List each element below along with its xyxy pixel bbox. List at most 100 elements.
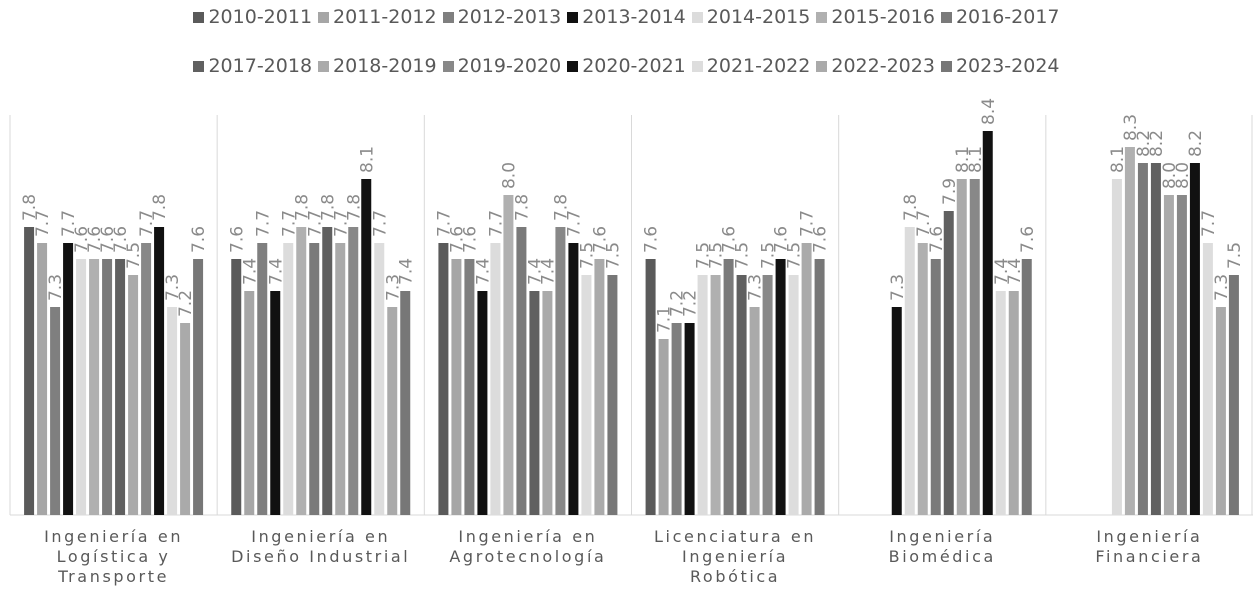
legend-label: 2011-2012 xyxy=(333,6,437,28)
data-label: 7.1 xyxy=(655,306,675,333)
bar xyxy=(904,227,915,515)
legend-swatch xyxy=(193,11,205,23)
bar xyxy=(1176,195,1187,515)
legend-item: 2015-2016 xyxy=(816,6,935,28)
data-label: 8.1 xyxy=(1108,146,1128,173)
bar xyxy=(1111,179,1122,515)
bar xyxy=(568,243,579,515)
data-label: 7.6 xyxy=(772,226,792,253)
data-label: 7.6 xyxy=(927,226,947,253)
data-label: 7.5 xyxy=(124,242,144,269)
bar xyxy=(658,339,669,515)
data-label: 7.7 xyxy=(798,210,818,237)
data-label: 7.8 xyxy=(20,194,40,221)
bar xyxy=(193,259,204,515)
data-label: 7.6 xyxy=(85,226,105,253)
data-label: 7.5 xyxy=(1225,242,1245,269)
bar xyxy=(1163,195,1174,515)
legend-item: 2013-2014 xyxy=(567,6,686,28)
data-label: 7.6 xyxy=(460,226,480,253)
legend: 2010-2011 2011-2012 2012-2013 2013-2014 2014… xyxy=(0,6,1253,28)
bar xyxy=(387,307,398,515)
data-label: 8.3 xyxy=(1121,114,1141,141)
data-label: 7.4 xyxy=(525,258,545,285)
bar xyxy=(154,227,165,515)
legend-item: 2021-2022 xyxy=(691,55,810,77)
bar xyxy=(943,211,954,515)
data-label: 8.4 xyxy=(979,98,999,125)
bar xyxy=(231,259,242,515)
data-label: 7.3 xyxy=(383,274,403,301)
data-label: 7.7 xyxy=(305,210,325,237)
data-label: 7.7 xyxy=(564,210,584,237)
data-label: 7.7 xyxy=(486,210,506,237)
bar xyxy=(477,291,488,515)
legend-item: 2020-2021 xyxy=(567,55,686,77)
data-label: 7.6 xyxy=(189,226,209,253)
legend-label: 2014-2015 xyxy=(706,6,811,28)
data-label: 7.8 xyxy=(318,194,338,221)
data-label: 8.1 xyxy=(357,146,377,173)
data-label: 7.5 xyxy=(577,242,597,269)
data-label: 7.3 xyxy=(746,274,766,301)
legend-label: 2016-2017 xyxy=(955,6,1060,28)
bar xyxy=(76,259,87,515)
data-label: 7.3 xyxy=(46,274,66,301)
legend-label: 2012-2013 xyxy=(457,6,562,28)
bar xyxy=(102,259,113,515)
bar xyxy=(723,259,734,515)
bar xyxy=(1137,163,1148,515)
bar xyxy=(762,275,773,515)
bar xyxy=(50,307,61,515)
legend-swatch xyxy=(816,60,828,72)
data-label: 7.8 xyxy=(512,194,532,221)
bar xyxy=(1124,147,1135,515)
bar xyxy=(128,275,139,515)
legend-label: 2023-2024 xyxy=(955,55,1060,77)
legend-label: 2018-2019 xyxy=(333,55,437,77)
bar xyxy=(607,275,618,515)
bar xyxy=(969,179,980,515)
bar xyxy=(814,259,825,515)
bar xyxy=(671,323,682,515)
bar xyxy=(464,259,475,515)
data-label: 8.2 xyxy=(1134,130,1154,157)
legend-swatch xyxy=(940,11,952,23)
data-label: 7.5 xyxy=(785,242,805,269)
bar xyxy=(995,291,1006,515)
bar xyxy=(1189,163,1200,515)
legend-swatch xyxy=(567,11,579,23)
bar xyxy=(891,307,902,515)
legend-label: 2010-2011 xyxy=(208,6,313,28)
data-label: 7.7 xyxy=(331,210,351,237)
data-label: 7.6 xyxy=(72,226,92,253)
legend-swatch xyxy=(193,60,205,72)
data-label: 7.4 xyxy=(992,258,1012,285)
data-label: 7.5 xyxy=(603,242,623,269)
data-label: 7.3 xyxy=(163,274,183,301)
data-label: 8.0 xyxy=(499,162,519,189)
bar xyxy=(167,307,178,515)
data-label: 8.1 xyxy=(966,146,986,173)
data-label: 7.6 xyxy=(1018,226,1038,253)
x-tick-label: Ingeniería en Agrotecnología xyxy=(449,527,607,566)
data-label: 8.0 xyxy=(1173,162,1193,189)
bar xyxy=(1021,259,1032,515)
bar xyxy=(555,227,566,515)
bar xyxy=(917,243,928,515)
bar xyxy=(451,259,462,515)
bar xyxy=(374,243,385,515)
bar xyxy=(581,275,592,515)
bar xyxy=(1202,243,1213,515)
legend-item: 2019-2020 xyxy=(442,55,561,77)
legend-swatch xyxy=(940,60,952,72)
bar xyxy=(982,131,993,515)
data-label: 7.6 xyxy=(447,226,467,253)
legend-swatch xyxy=(816,11,828,23)
bar xyxy=(348,227,359,515)
bar xyxy=(1215,307,1226,515)
bar xyxy=(542,291,553,515)
data-label: 7.5 xyxy=(707,242,727,269)
